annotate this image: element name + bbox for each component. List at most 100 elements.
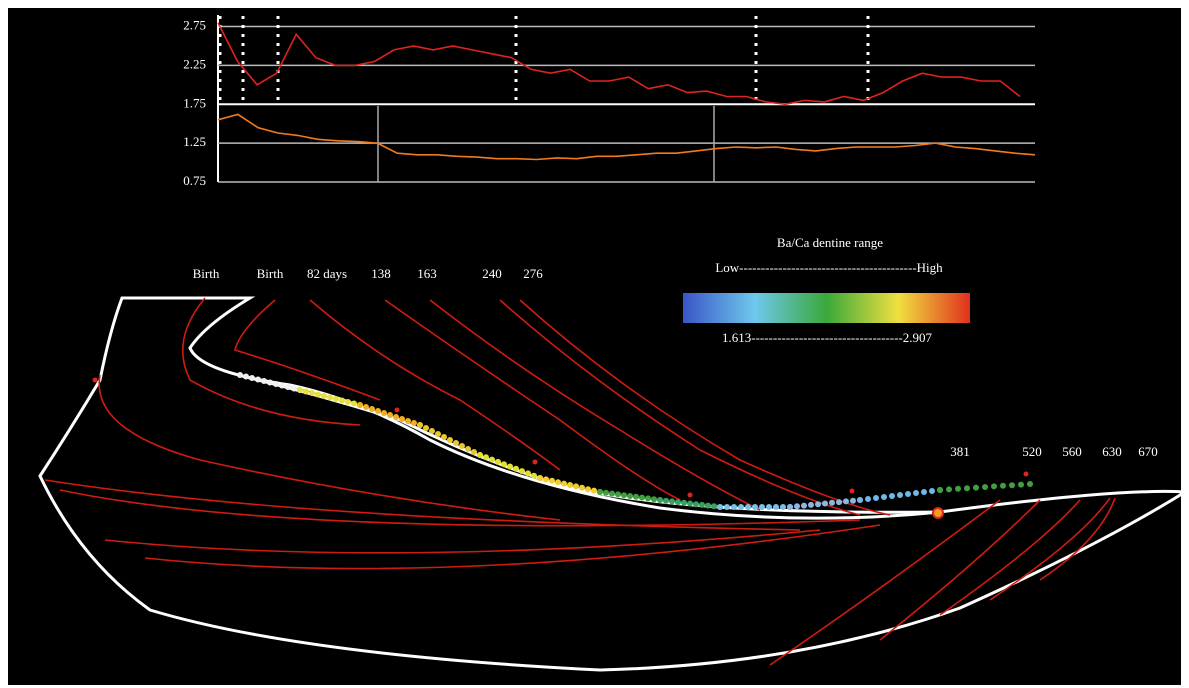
sample-dot — [435, 431, 441, 437]
sample-dot — [405, 418, 411, 424]
sample-dot — [351, 401, 357, 407]
legend-title: Ba/Ca dentine range — [777, 235, 883, 250]
sample-dot — [955, 486, 961, 492]
sample-dot — [333, 396, 339, 402]
sample-dot — [519, 468, 525, 474]
stage-label: 138 — [371, 266, 391, 281]
sample-dot — [375, 408, 381, 414]
sample-dot — [579, 485, 585, 491]
sample-dot — [327, 395, 333, 401]
stage-label: 82 days — [307, 266, 347, 281]
sample-dot — [724, 504, 730, 510]
sample-dot — [489, 457, 495, 463]
marker — [933, 508, 943, 518]
sample-dot — [393, 414, 399, 420]
sample-dot — [905, 491, 911, 497]
sample-dot — [681, 500, 687, 506]
sample-dot — [633, 494, 639, 500]
sample-dot — [285, 384, 291, 390]
stage-label: 630 — [1102, 444, 1122, 459]
sample-dot — [964, 485, 970, 491]
sample-dot — [411, 420, 417, 426]
page: 0.751.251.752.252.75 Ba/Ca dentine rang — [0, 0, 1189, 688]
stage-label: 520 — [1022, 444, 1042, 459]
marker-dot — [93, 378, 98, 383]
sample-dot — [745, 504, 751, 510]
y-tick-label: 1.25 — [183, 134, 206, 149]
sample-dot — [808, 502, 814, 508]
sample-dot — [717, 504, 723, 510]
sample-dot — [459, 443, 465, 449]
sample-dot — [585, 486, 591, 492]
stage-label: Birth — [193, 266, 220, 281]
sample-dot — [773, 504, 779, 510]
sample-dot — [822, 501, 828, 507]
sample-dot — [561, 481, 567, 487]
sample-dot — [237, 372, 243, 378]
sample-dot — [881, 494, 887, 500]
sample-dot — [357, 402, 363, 408]
stage-label: Birth — [257, 266, 284, 281]
sample-dot — [711, 503, 717, 509]
sample-dot — [946, 486, 952, 492]
sample-dot — [345, 399, 351, 405]
sample-dot — [483, 454, 489, 460]
sample-dot — [850, 498, 856, 504]
sample-dot — [591, 488, 597, 494]
sample-dot — [699, 502, 705, 508]
sample-dot — [982, 484, 988, 490]
sample-dot — [465, 446, 471, 452]
sample-dot — [693, 501, 699, 507]
marker-dot — [688, 493, 693, 498]
sample-dot — [921, 489, 927, 495]
sample-dot — [363, 404, 369, 410]
sample-dot — [766, 504, 772, 510]
sample-dot — [429, 428, 435, 434]
sample-dot — [507, 464, 513, 470]
sample-dot — [297, 387, 303, 393]
sample-dot — [1009, 482, 1015, 488]
sample-dot — [477, 452, 483, 458]
sample-dot — [267, 380, 273, 386]
sample-dot — [495, 459, 501, 465]
sample-dot — [423, 425, 429, 431]
sample-dot — [621, 492, 627, 498]
sample-dot — [273, 381, 279, 387]
sample-dot — [339, 398, 345, 404]
sample-dot — [501, 461, 507, 467]
sample-dot — [991, 483, 997, 489]
sample-dot — [525, 470, 531, 476]
sample-dot — [738, 504, 744, 510]
y-tick-label: 2.75 — [183, 18, 206, 33]
sample-dot — [303, 389, 309, 395]
sample-dot — [675, 499, 681, 505]
sample-dot — [309, 390, 315, 396]
sample-dot — [321, 393, 327, 399]
sample-dot — [889, 493, 895, 499]
sample-dot — [752, 504, 758, 510]
legend-range: 1.613-----------------------------------… — [722, 330, 933, 345]
sample-dot — [1018, 482, 1024, 488]
sample-dot — [603, 490, 609, 496]
sample-dot — [453, 440, 459, 446]
sample-dot — [513, 466, 519, 472]
figure: 0.751.251.752.252.75 Ba/Ca dentine rang — [0, 0, 1189, 688]
sample-dot — [873, 495, 879, 501]
sample-dot — [787, 504, 793, 510]
sample-dot — [897, 492, 903, 498]
sample-dot — [929, 488, 935, 494]
sample-dot — [794, 503, 800, 509]
sample-dot — [531, 473, 537, 479]
sample-dot — [780, 504, 786, 510]
sample-dot — [291, 386, 297, 392]
sample-dot — [801, 503, 807, 509]
y-tick-label: 0.75 — [183, 173, 206, 188]
y-tick-label: 1.75 — [183, 95, 206, 110]
sample-dot — [857, 497, 863, 503]
sample-dot — [249, 375, 255, 381]
sample-dot — [555, 479, 561, 485]
sample-dot — [441, 434, 447, 440]
sample-dot — [937, 487, 943, 493]
sample-dot — [573, 483, 579, 489]
sample-dot — [447, 437, 453, 443]
